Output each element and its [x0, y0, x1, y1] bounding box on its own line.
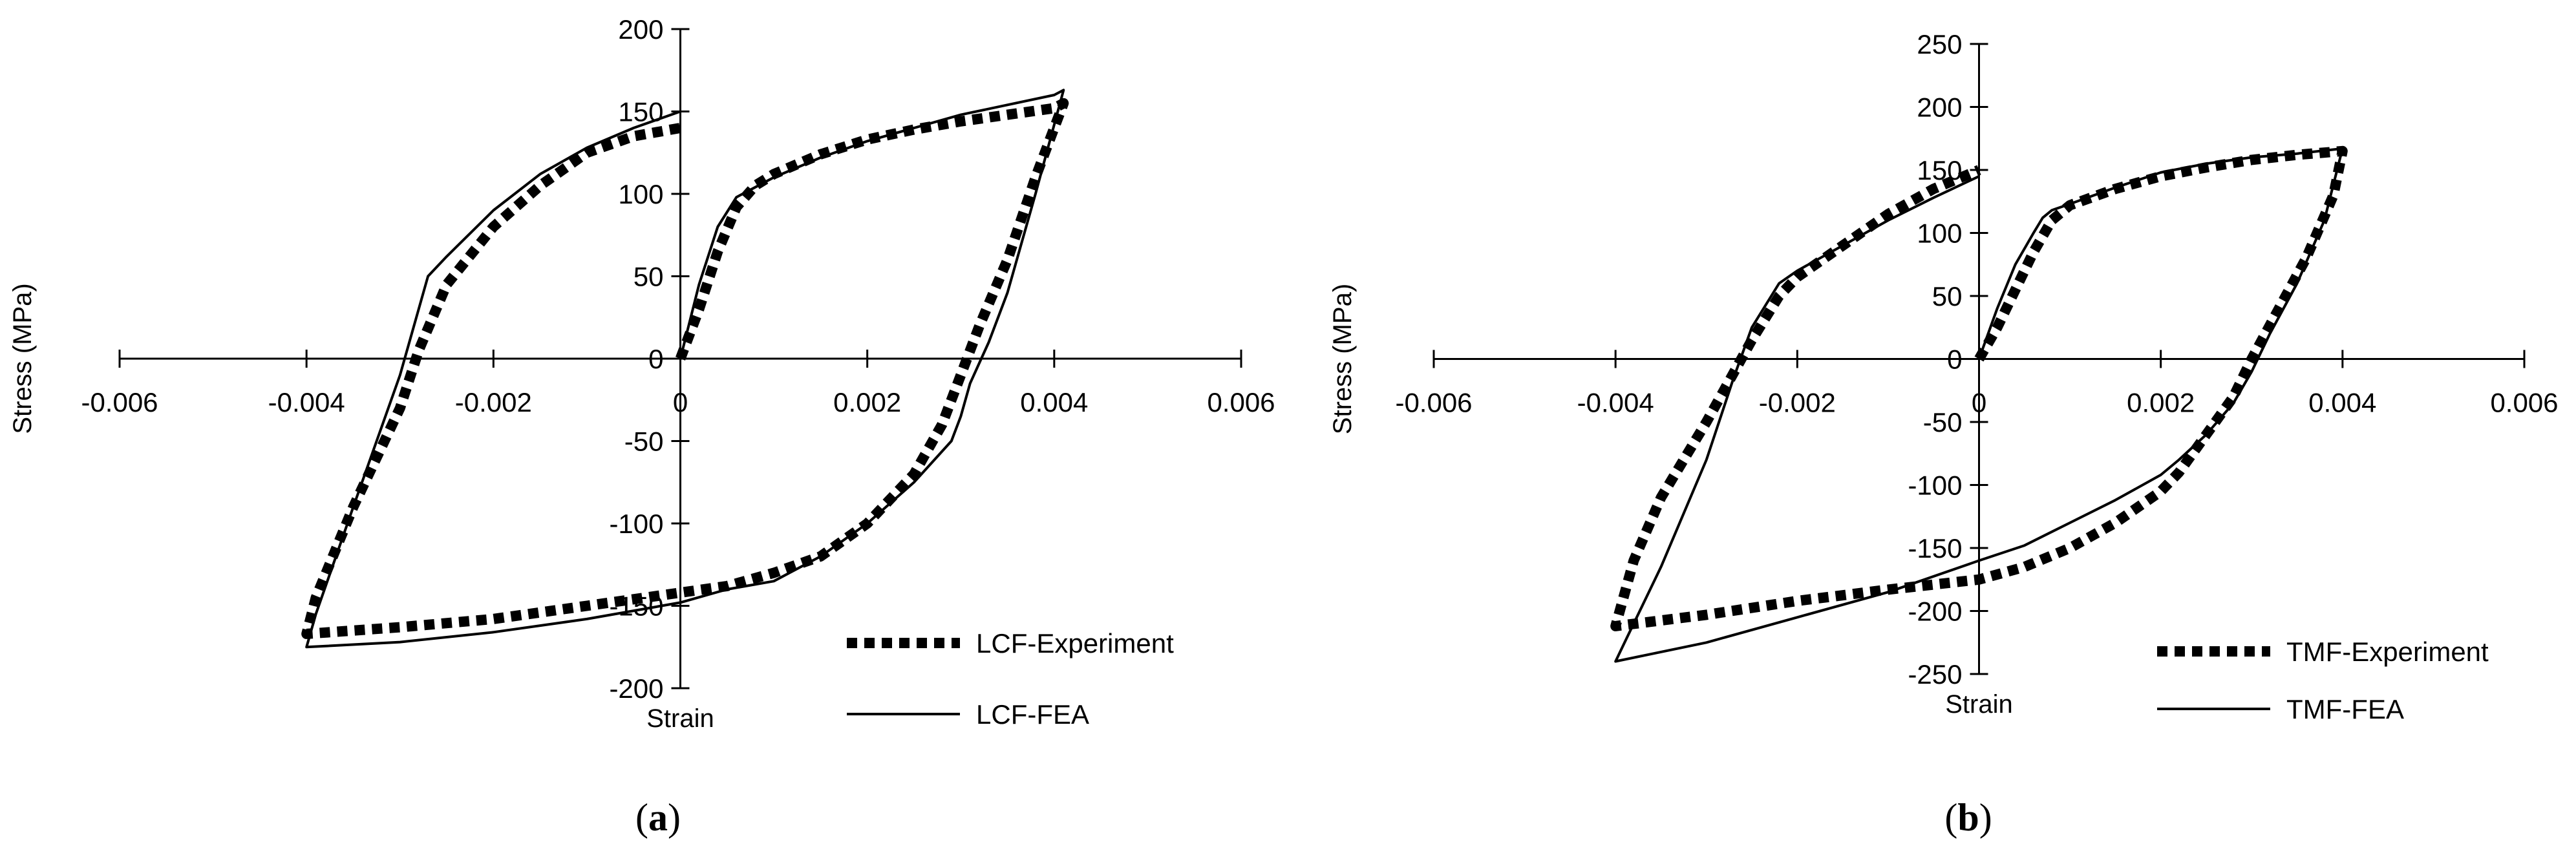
y-axis-title: Stress (MPa)	[8, 283, 37, 434]
x-axis-title: Strain	[1945, 690, 2013, 719]
series-line-lcf-fea	[305, 89, 1065, 649]
x-tick-label: 0.002	[833, 387, 901, 417]
y-tick-label: -50	[624, 426, 664, 457]
y-tick-label: -200	[609, 673, 663, 704]
series-line-tmf-fea	[1614, 147, 2344, 663]
y-tick-label: -250	[1908, 659, 1962, 690]
y-tick-label: 50	[1932, 281, 1963, 311]
legend-label: TMF-FEA	[2286, 694, 2404, 724]
legend-label: LCF-Experiment	[976, 628, 1174, 658]
x-tick-label: 0.002	[2127, 388, 2195, 418]
panel-label: (a)	[635, 796, 681, 839]
y-tick-label: 50	[633, 262, 664, 292]
chart-panel-b: -0.006 -0.004 -0.002 0 0.002 0.004 0.006 250 200…	[1328, 29, 2559, 839]
y-tick-label: 100	[1917, 218, 1962, 249]
x-tick-label: 0.004	[1020, 387, 1088, 417]
chart-panel-a: -0.006 -0.004 -0.002 0 0.002 0.004 0.006 200 150…	[8, 14, 1275, 839]
y-tick-label: 150	[618, 97, 663, 127]
panel-label-open-paren: (	[635, 796, 648, 839]
panel-label-letter: b	[1957, 796, 1979, 839]
y-tick-label: -100	[1908, 470, 1962, 501]
y-tick-label: 100	[618, 179, 663, 209]
y-axis-title: Stress (MPa)	[1328, 284, 1357, 434]
y-tick-label: 250	[1917, 29, 1962, 59]
series-line-lcf-experiment	[301, 98, 1069, 639]
y-tick-label: 0	[1947, 344, 1962, 375]
y-tick-label: -150	[1908, 533, 1962, 563]
x-tick-label: -0.006	[81, 387, 158, 417]
x-tick-label: -0.002	[1759, 388, 1836, 418]
x-tick-label: 0	[1972, 388, 1986, 418]
x-tick-label: -0.002	[455, 387, 532, 417]
x-tick-label: -0.006	[1395, 388, 1472, 418]
y-tick-label: 200	[1917, 92, 1962, 123]
x-tick-label: 0	[673, 387, 688, 417]
x-tick-label: -0.004	[1577, 388, 1654, 418]
y-tick-label: -100	[609, 509, 663, 539]
panel-label-close-paren: )	[668, 796, 681, 839]
x-tick-label: 0.004	[2308, 388, 2376, 418]
x-tick-label: -0.004	[268, 387, 345, 417]
y-tick-label: 200	[618, 14, 663, 45]
y-tick-label: 150	[1917, 155, 1962, 185]
legend-label: LCF-FEA	[976, 699, 1089, 730]
x-axis-title: Strain	[646, 704, 714, 733]
series-line-tmf-experiment	[1610, 145, 2348, 631]
y-tick-label: 0	[648, 344, 663, 374]
y-tick-label: -50	[1923, 407, 1963, 437]
panel-label-close-paren: )	[1979, 796, 1992, 839]
panel-label-letter: a	[648, 796, 668, 839]
y-tick-label: -200	[1908, 596, 1962, 627]
x-tick-label: 0.006	[1207, 387, 1275, 417]
legend-label: TMF-Experiment	[2286, 637, 2489, 667]
x-tick-label: 0.006	[2490, 388, 2558, 418]
panel-label-open-paren: (	[1944, 796, 1957, 839]
panel-label: (b)	[1944, 796, 1992, 839]
